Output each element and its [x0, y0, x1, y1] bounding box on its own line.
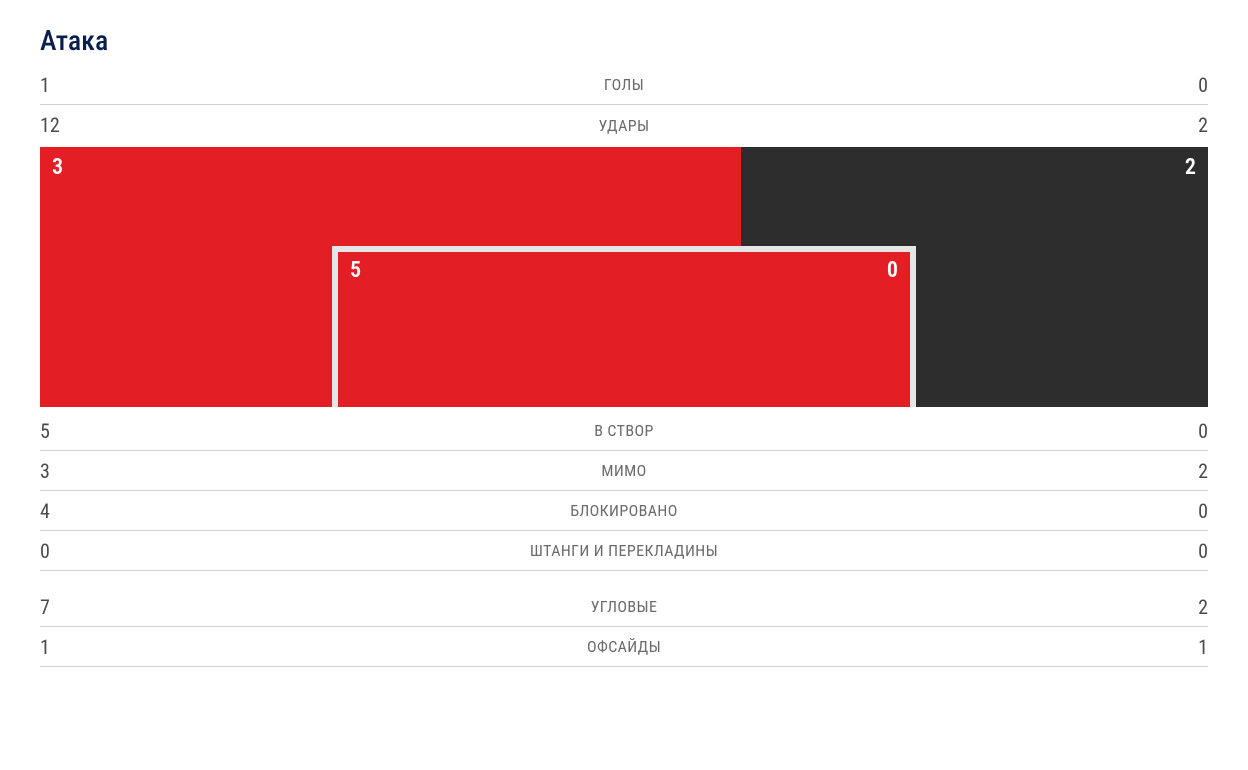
stat-away-value: 0 [1168, 499, 1208, 523]
stat-row-offsides: 1 ОФСАЙДЫ 1 [40, 627, 1208, 667]
stat-away-value: 0 [1168, 73, 1208, 97]
stat-label: БЛОКИРОВАНО [80, 501, 1168, 520]
stat-home-value: 12 [40, 113, 80, 137]
stat-row-blocked: 4 БЛОКИРОВАНО 0 [40, 491, 1208, 531]
stat-home-value: 1 [40, 635, 80, 659]
goal-inner-home-value: 5 [350, 258, 361, 401]
stat-label: УГЛОВЫЕ [80, 597, 1168, 616]
stat-home-value: 4 [40, 499, 80, 523]
stat-label: ШТАНГИ И ПЕРЕКЛАДИНЫ [80, 541, 1168, 560]
stat-row-on-target: 5 В СТВОР 0 [40, 411, 1208, 451]
goal-outer-away-value: 2 [1185, 155, 1196, 180]
stat-row-goals: 1 ГОЛЫ 0 [40, 65, 1208, 105]
goal-inner-home: 5 0 [338, 252, 910, 407]
stat-home-value: 3 [40, 459, 80, 483]
goal-inner-away-value: 0 [887, 258, 898, 401]
stat-label: МИМО [80, 461, 1168, 480]
stat-row-corners: 7 УГЛОВЫЕ 2 [40, 587, 1208, 627]
stat-away-value: 2 [1168, 459, 1208, 483]
goal-outer-home-value: 3 [52, 155, 63, 180]
stat-row-off-target: 3 МИМО 2 [40, 451, 1208, 491]
goal-visualization: 3 2 5 0 [40, 147, 1208, 407]
stat-home-value: 1 [40, 73, 80, 97]
stat-label: ГОЛЫ [80, 75, 1168, 94]
stat-away-value: 2 [1168, 113, 1208, 137]
stat-label: УДАРЫ [80, 116, 1168, 135]
stat-away-value: 0 [1168, 419, 1208, 443]
stat-home-value: 0 [40, 539, 80, 563]
stat-away-value: 1 [1168, 635, 1208, 659]
stat-away-value: 0 [1168, 539, 1208, 563]
stat-label: В СТВОР [80, 421, 1168, 440]
stat-row-woodwork: 0 ШТАНГИ И ПЕРЕКЛАДИНЫ 0 [40, 531, 1208, 571]
stat-home-value: 5 [40, 419, 80, 443]
section-title: Атака [40, 24, 1208, 57]
stat-home-value: 7 [40, 595, 80, 619]
goal-inner-frame: 5 0 [332, 246, 916, 407]
stat-away-value: 2 [1168, 595, 1208, 619]
stat-label: ОФСАЙДЫ [80, 637, 1168, 656]
stat-row-shots: 12 УДАРЫ 2 [40, 105, 1208, 145]
